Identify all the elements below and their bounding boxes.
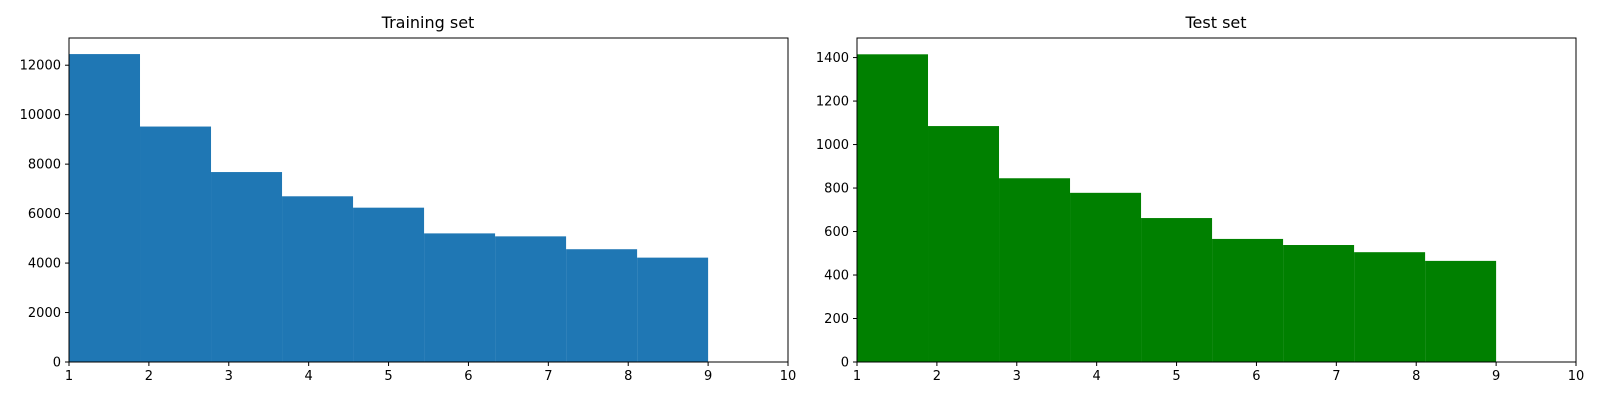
training-set-bar: [495, 236, 567, 362]
test-set-y-tick-label: 1200: [816, 95, 849, 110]
test-set-y-tick-label: 0: [841, 356, 849, 371]
test-set-x-tick-label: 7: [1332, 369, 1340, 384]
training-set-x-tick-label: 4: [305, 369, 313, 384]
training-set-x-axis: 1 2 3 4 5 6 7 8 9 10: [65, 362, 796, 384]
training-set-x-tick-label: 9: [704, 369, 712, 384]
training-set-bar: [353, 207, 425, 362]
training-set-bar: [140, 126, 212, 362]
test-set-y-tick-label: 400: [824, 269, 849, 284]
training-set-bar: [69, 54, 141, 363]
test-set-x-tick-label: 5: [1172, 369, 1180, 384]
test-set-y-tick-label: 200: [824, 312, 849, 327]
training-set-axes-frame: [68, 37, 789, 363]
training-set-y-tick-label: 4000: [28, 257, 61, 272]
test-set-x-tick-label: 9: [1492, 369, 1500, 384]
training-set-x-tick-label: 6: [464, 369, 472, 384]
test-set-bar: [1212, 238, 1284, 362]
test-set-bar: [857, 54, 929, 363]
test-set-y-tick-label: 1400: [816, 51, 849, 66]
training-set-y-axis: 0 2000 4000 6000 8000 10000 12000: [20, 59, 69, 371]
training-set-y-tick-label: 8000: [28, 158, 61, 173]
test-set-bar: [1141, 218, 1213, 362]
training-set-x-tick-label: 5: [384, 369, 392, 384]
training-set-y-tick-label: 6000: [28, 207, 61, 222]
training-set-bar: [424, 233, 496, 362]
test-set-y-tick-label: 600: [824, 225, 849, 240]
test-set-bars: [857, 54, 1497, 363]
training-set-x-tick-label: 2: [145, 369, 153, 384]
test-set-y-tick-label: 1000: [816, 138, 849, 153]
training-set-x-tick-label: 1: [65, 369, 73, 384]
test-set-x-axis: 1 2 3 4 5 6 7 8 9 10: [853, 362, 1584, 384]
test-set-x-tick-label: 2: [933, 369, 941, 384]
test-set-bar: [1425, 260, 1497, 362]
training-set-y-tick-label: 12000: [20, 59, 61, 74]
test-set-y-axis: 0 200 400 600 800 1000 1200 1400: [816, 51, 857, 371]
test-set-bar: [928, 126, 1000, 363]
training-set-panel: Training set 1 2 3 4 5 6 7 8 9 10 0 2000 4000 6000 80…: [20, 13, 797, 384]
training-set-bar: [637, 257, 709, 362]
test-set-x-tick-label: 8: [1412, 369, 1420, 384]
test-set-bar: [1070, 192, 1142, 362]
training-set-bars: [69, 54, 709, 363]
training-set-y-tick-label: 2000: [28, 306, 61, 321]
training-set-title: Training set: [381, 13, 475, 32]
test-set-x-tick-label: 3: [1013, 369, 1021, 384]
training-set-x-tick-label: 3: [225, 369, 233, 384]
training-set-y-tick-label: 10000: [20, 108, 61, 123]
test-set-x-tick-label: 6: [1252, 369, 1260, 384]
test-set-x-tick-label: 4: [1093, 369, 1101, 384]
training-set-bar: [282, 196, 354, 362]
training-set-y-tick-label: 0: [53, 356, 61, 371]
test-set-x-tick-label: 1: [853, 369, 861, 384]
training-set-bar: [566, 249, 638, 362]
test-set-axes-frame: [856, 37, 1577, 363]
test-set-bar: [1283, 245, 1355, 362]
training-set-bar: [211, 172, 283, 362]
training-set-x-tick-label: 8: [624, 369, 632, 384]
test-set-x-tick-label: 10: [1568, 369, 1585, 384]
test-set-panel: Test set 1 2 3 4 5 6 7 8 9 10 0 200 400 600 800 1000 12…: [816, 13, 1584, 384]
training-set-x-tick-label: 10: [780, 369, 797, 384]
test-set-title: Test set: [1184, 13, 1246, 32]
test-set-y-tick-label: 800: [824, 182, 849, 197]
test-set-bar: [1354, 252, 1426, 362]
training-set-x-tick-label: 7: [544, 369, 552, 384]
test-set-bar: [999, 178, 1071, 362]
